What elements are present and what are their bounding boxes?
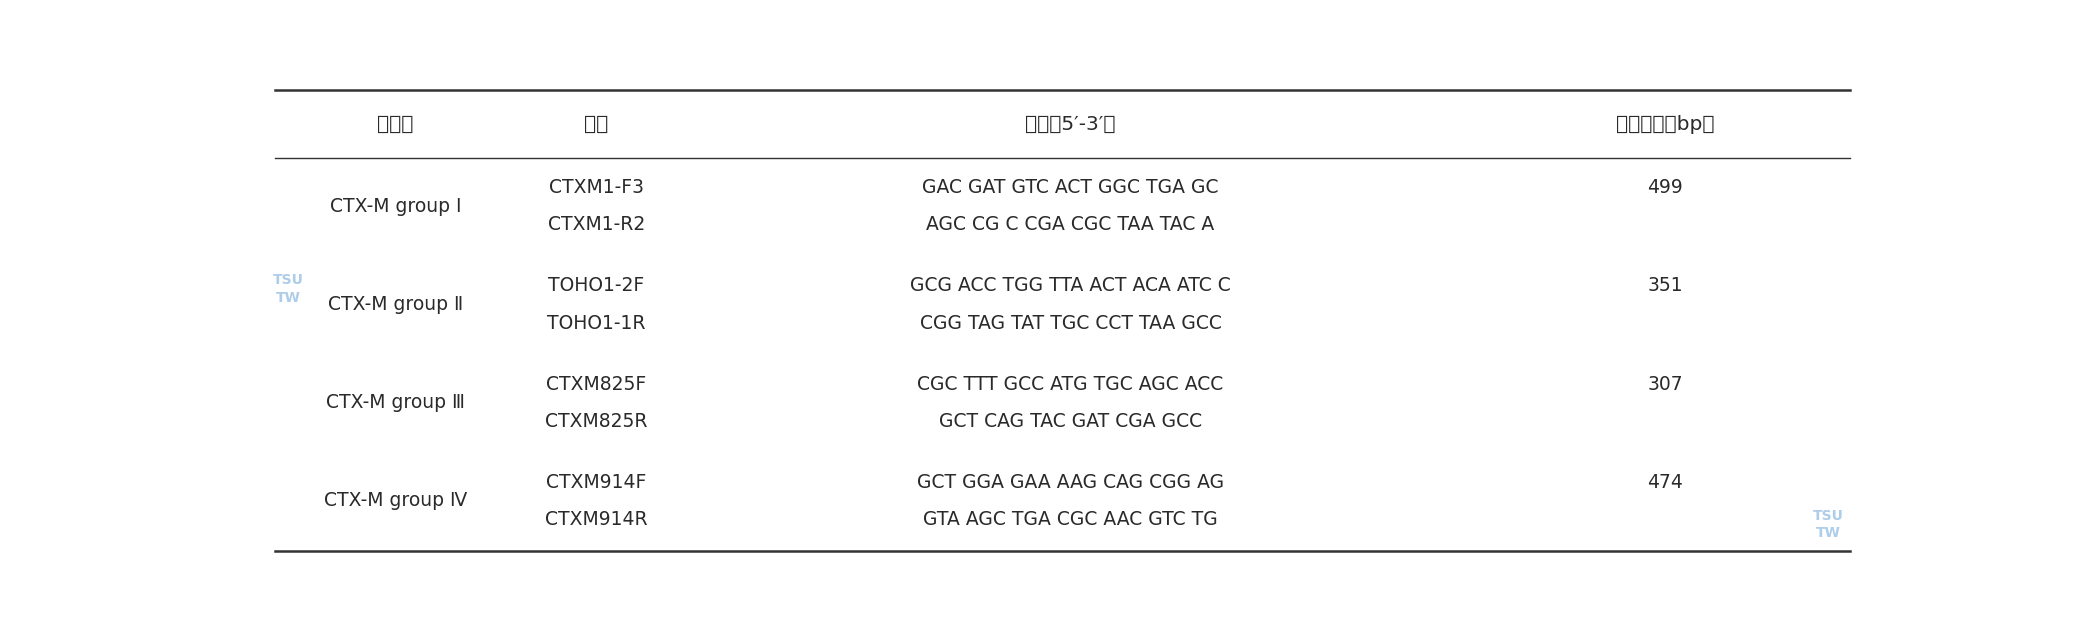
Text: CTX-M group Ⅳ: CTX-M group Ⅳ (323, 491, 466, 510)
Text: CTXM1-F3: CTXM1-F3 (549, 178, 645, 197)
Text: 499: 499 (1648, 178, 1683, 197)
Text: AGC CG C CGA CGC TAA TAC A: AGC CG C CGA CGC TAA TAC A (927, 215, 1215, 234)
Text: TOHO1-1R: TOHO1-1R (547, 314, 647, 333)
Text: 引物: 引物 (585, 115, 609, 134)
Text: CTX-M group Ⅱ: CTX-M group Ⅱ (328, 295, 462, 314)
Text: 351: 351 (1648, 277, 1683, 295)
Text: TOHO1-2F: TOHO1-2F (549, 277, 645, 295)
Text: CTXM825R: CTXM825R (545, 412, 647, 431)
Text: 片段大小（bp）: 片段大小（bp） (1615, 115, 1714, 134)
Text: GAC GAT GTC ACT GGC TGA GC: GAC GAT GTC ACT GGC TGA GC (922, 178, 1219, 197)
Text: CGG TAG TAT TGC CCT TAA GCC: CGG TAG TAT TGC CCT TAA GCC (920, 314, 1221, 333)
Text: CTXM914R: CTXM914R (545, 510, 649, 529)
Text: CTXM914F: CTXM914F (547, 472, 647, 492)
Text: CGC TTT GCC ATG TGC AGC ACC: CGC TTT GCC ATG TGC AGC ACC (918, 374, 1223, 394)
Text: TSU
TW: TSU TW (274, 273, 303, 305)
Text: GCT GGA GAA AAG CAG CGG AG: GCT GGA GAA AAG CAG CGG AG (916, 472, 1223, 492)
Text: CTX-M group Ⅲ: CTX-M group Ⅲ (325, 393, 464, 412)
Text: CTXM825F: CTXM825F (547, 374, 647, 394)
Text: CTX-M group Ⅰ: CTX-M group Ⅰ (330, 197, 462, 215)
Text: GCG ACC TGG TTA ACT ACA ATC C: GCG ACC TGG TTA ACT ACA ATC C (910, 277, 1231, 295)
Text: GTA AGC TGA CGC AAC GTC TG: GTA AGC TGA CGC AAC GTC TG (922, 510, 1217, 529)
Text: 靶基因: 靶基因 (377, 115, 415, 134)
Text: 序列（5′-3′）: 序列（5′-3′） (1026, 115, 1115, 134)
Text: 307: 307 (1648, 374, 1683, 394)
Text: 474: 474 (1646, 472, 1683, 492)
Text: GCT CAG TAC GAT CGA GCC: GCT CAG TAC GAT CGA GCC (939, 412, 1202, 431)
Text: TSU
TW: TSU TW (1814, 508, 1845, 540)
Text: CTXM1-R2: CTXM1-R2 (547, 215, 645, 234)
